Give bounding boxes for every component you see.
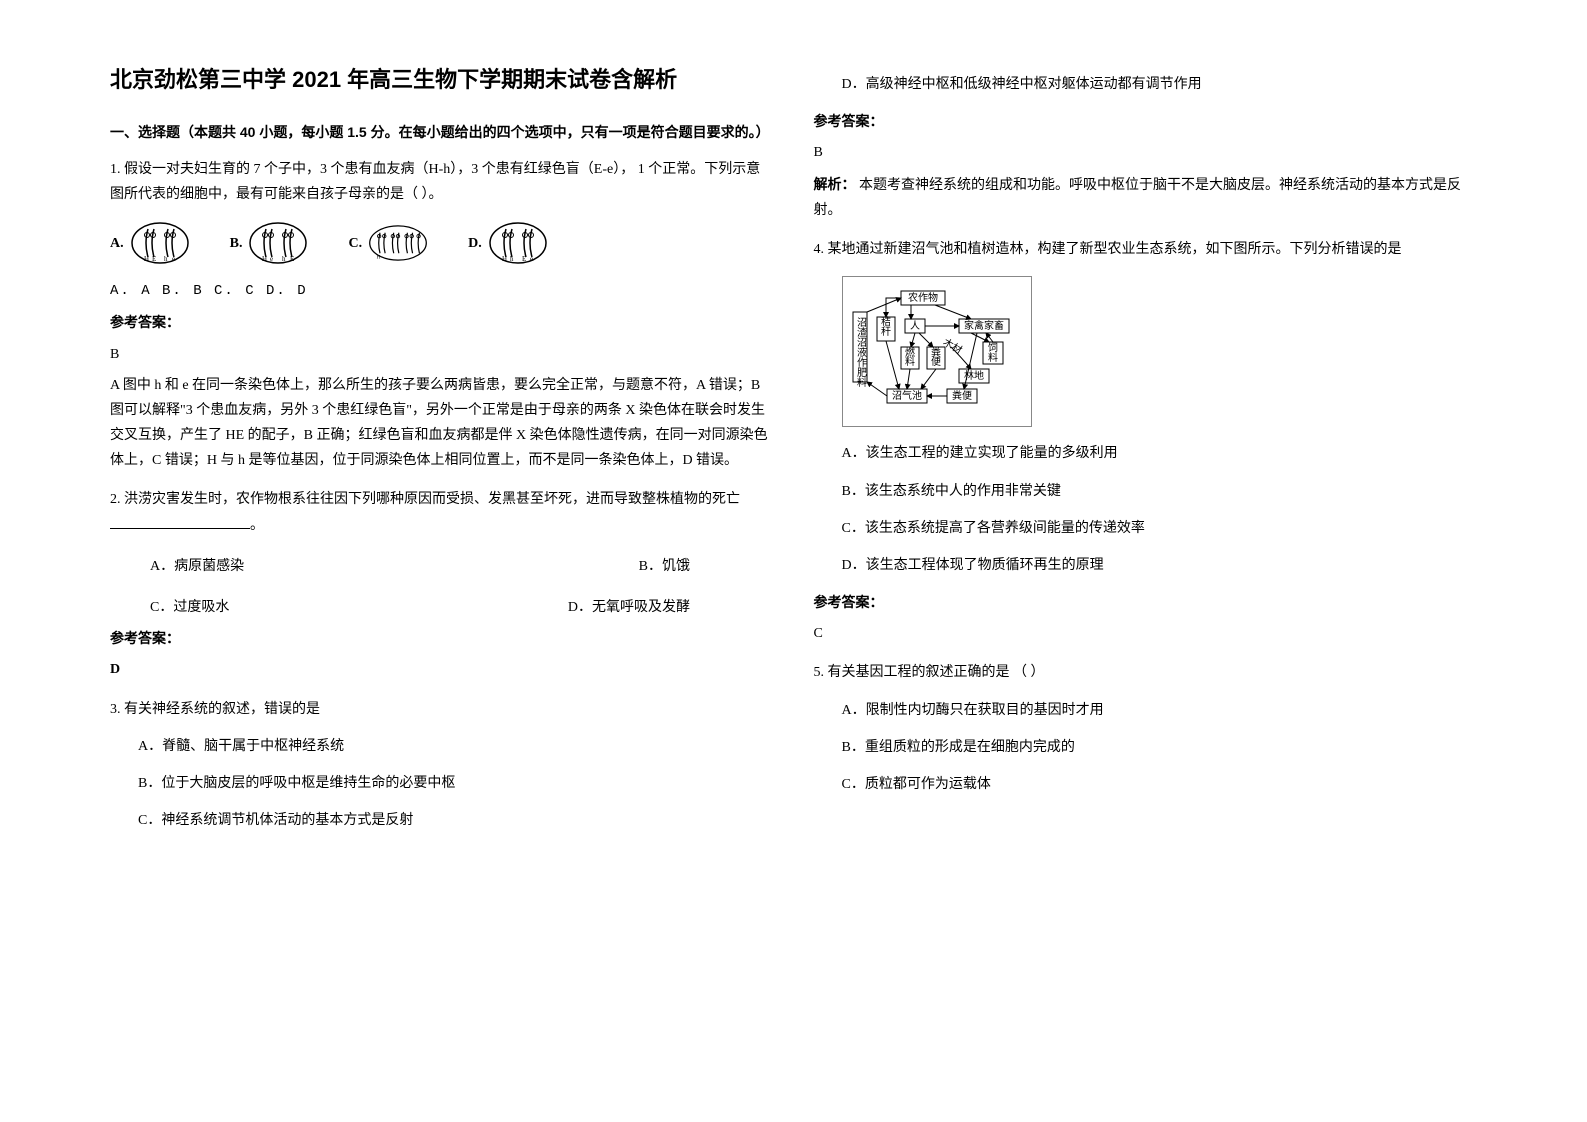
cell-b-label: B. <box>230 231 243 256</box>
q1-text: 假设一对夫妇生育的 7 个子中，3 个患有血友病（H-h），3 个患有红绿色盲（… <box>110 162 760 202</box>
q2-opt-b: B．饥饿 <box>639 554 690 579</box>
q2-answer-label: 参考答案： <box>110 626 774 651</box>
q3-answer-label: 参考答案： <box>814 109 1478 134</box>
svg-text:粪便: 粪便 <box>952 389 972 402</box>
q3-explanation: 本题考查神经系统的组成和功能。呼吸中枢位于脑干不是大脑皮层。神经系统活动的基本方… <box>814 178 1462 218</box>
q2-opts-row1: A．病原菌感染 B．饥饿 <box>150 554 690 579</box>
svg-text:农作物: 农作物 <box>908 291 938 304</box>
cell-c: C. H <box>348 221 428 265</box>
cell-a: A. H E h e <box>110 221 190 265</box>
svg-text:H: H <box>502 255 507 263</box>
question-1: 1. 假设一对夫妇生育的 7 个子中，3 个患有血友病（H-h），3 个患有红绿… <box>110 157 774 474</box>
svg-text:e: e <box>270 255 273 263</box>
question-5: 5. 有关基因工程的叙述正确的是 （ ） A．限制性内切酶只在获取目的基因时才用… <box>814 660 1478 797</box>
blank-line <box>110 528 250 529</box>
svg-text:h: h <box>282 255 286 263</box>
section-header: 一、选择题（本题共 40 小题，每小题 1.5 分。在每小题给出的四个选项中，只… <box>110 120 774 145</box>
q3-opt-a: A．脊髓、脑干属于中枢神经系统 <box>138 734 774 759</box>
q2-text: 洪涝灾害发生时，农作物根系往往因下列哪种原因而受损、发黑甚至坏死，进而导致整株植… <box>124 492 740 507</box>
svg-text:料: 料 <box>905 355 915 368</box>
q3-num: 3. <box>110 702 121 717</box>
svg-text:H: H <box>262 255 267 263</box>
svg-text:e: e <box>530 255 533 263</box>
svg-text:H: H <box>144 255 149 263</box>
svg-text:家禽家畜: 家禽家畜 <box>964 319 1004 332</box>
svg-text:人: 人 <box>910 320 920 332</box>
cell-d: D. H h E e <box>468 221 548 265</box>
q5-text: 有关基因工程的叙述正确的是 （ ） <box>828 665 1045 680</box>
q2-num: 2. <box>110 492 121 507</box>
svg-text:h: h <box>510 255 514 263</box>
q5-opt-c: C．质粒都可作为运载体 <box>842 772 1478 797</box>
svg-text:沼气池: 沼气池 <box>892 389 922 402</box>
q1-cell-images: A. H E h e B. <box>110 221 774 265</box>
cell-a-label: A. <box>110 231 124 256</box>
cell-c-icon: H <box>368 221 428 265</box>
q4-num: 4. <box>814 242 825 257</box>
q3-opt-c: C．神经系统调节机体活动的基本方式是反射 <box>138 808 774 833</box>
q4-opt-c: C．该生态系统提高了各营养级间能量的传递效率 <box>842 516 1478 541</box>
cell-b: B. H e h E <box>230 221 309 265</box>
q1-answer-label: 参考答案： <box>110 310 774 335</box>
q4-answer-label: 参考答案： <box>814 590 1478 615</box>
left-column: 北京劲松第三中学 2021 年高三生物下学期期末试卷含解析 一、选择题（本题共 … <box>90 60 794 1062</box>
svg-text:便: 便 <box>931 355 941 368</box>
right-column: D．高级神经中枢和低级神经中枢对躯体运动都有调节作用 参考答案： B 解析： 本… <box>794 60 1498 1062</box>
ecosystem-diagram-icon: 沼渣沼液作肥料 农作物 秸 秆 人 家禽家畜 饲 料 林 <box>851 287 1021 407</box>
svg-text:H: H <box>377 255 381 261</box>
question-2: 2. 洪涝灾害发生时，农作物根系往往因下列哪种原因而受损、发黑甚至坏死，进而导致… <box>110 487 774 682</box>
cell-a-icon: H E h e <box>130 221 190 265</box>
q4-answer: C <box>814 621 1478 646</box>
q2-opt-c: C．过度吸水 <box>150 595 229 620</box>
q2-answer: D <box>110 657 774 682</box>
question-3: 3. 有关神经系统的叙述，错误的是 A．脊髓、脑干属于中枢神经系统 B．位于大脑… <box>110 697 774 834</box>
q3-opt-d: D．高级神经中枢和低级神经中枢对躯体运动都有调节作用 <box>842 72 1478 97</box>
svg-text:料: 料 <box>988 351 998 364</box>
q3-explanation-label: 解析： <box>814 176 856 192</box>
q4-diagram: 沼渣沼液作肥料 农作物 秸 秆 人 家禽家畜 饲 料 林 <box>842 276 1032 427</box>
q4-opt-a: A．该生态工程的建立实现了能量的多级利用 <box>842 441 1478 466</box>
page-title: 北京劲松第三中学 2021 年高三生物下学期期末试卷含解析 <box>110 60 774 100</box>
cell-d-label: D. <box>468 231 482 256</box>
q3-text: 有关神经系统的叙述，错误的是 <box>124 702 320 717</box>
q2-suffix: 。 <box>250 518 264 533</box>
svg-text:E: E <box>522 255 526 263</box>
svg-text:沼渣沼液作肥料: 沼渣沼液作肥料 <box>854 316 866 388</box>
q4-opt-b: B．该生态系统中人的作用非常关键 <box>842 479 1478 504</box>
cell-c-label: C. <box>348 231 362 256</box>
q4-text: 某地通过新建沼气池和植树造林，构建了新型农业生态系统，如下图所示。下列分析错误的… <box>828 242 1402 257</box>
q5-num: 5. <box>814 665 825 680</box>
q1-answer: B <box>110 342 774 367</box>
q2-opt-a: A．病原菌感染 <box>150 554 244 579</box>
svg-text:e: e <box>172 255 175 263</box>
question-4: 4. 某地通过新建沼气池和植树造林，构建了新型农业生态系统，如下图所示。下列分析… <box>814 237 1478 647</box>
cell-b-icon: H e h E <box>248 221 308 265</box>
cell-d-icon: H h E e <box>488 221 548 265</box>
q2-opt-d: D．无氧呼吸及发酵 <box>568 595 690 620</box>
q3-explanation-block: 解析： 本题考查神经系统的组成和功能。呼吸中枢位于脑干不是大脑皮层。神经系统活动… <box>814 172 1478 223</box>
q5-opt-b: B．重组质粒的形成是在细胞内完成的 <box>842 735 1478 760</box>
q5-opt-a: A．限制性内切酶只在获取目的基因时才用 <box>842 698 1478 723</box>
q2-opts-row2: C．过度吸水 D．无氧呼吸及发酵 <box>150 595 690 620</box>
svg-text:E: E <box>152 255 156 263</box>
svg-text:h: h <box>164 255 168 263</box>
q4-opt-d: D．该生态工程体现了物质循环再生的原理 <box>842 553 1478 578</box>
q1-explanation: A 图中 h 和 e 在同一条染色体上，那么所生的孩子要么两病皆患，要么完全正常… <box>110 373 774 474</box>
q1-abcd: A. A B. B C. C D. D <box>110 279 774 304</box>
q3-answer: B <box>814 140 1478 165</box>
q1-num: 1. <box>110 162 121 177</box>
svg-text:E: E <box>290 255 294 263</box>
svg-text:秆: 秆 <box>881 325 891 338</box>
q3-opt-b: B．位于大脑皮层的呼吸中枢是维持生命的必要中枢 <box>138 771 774 796</box>
